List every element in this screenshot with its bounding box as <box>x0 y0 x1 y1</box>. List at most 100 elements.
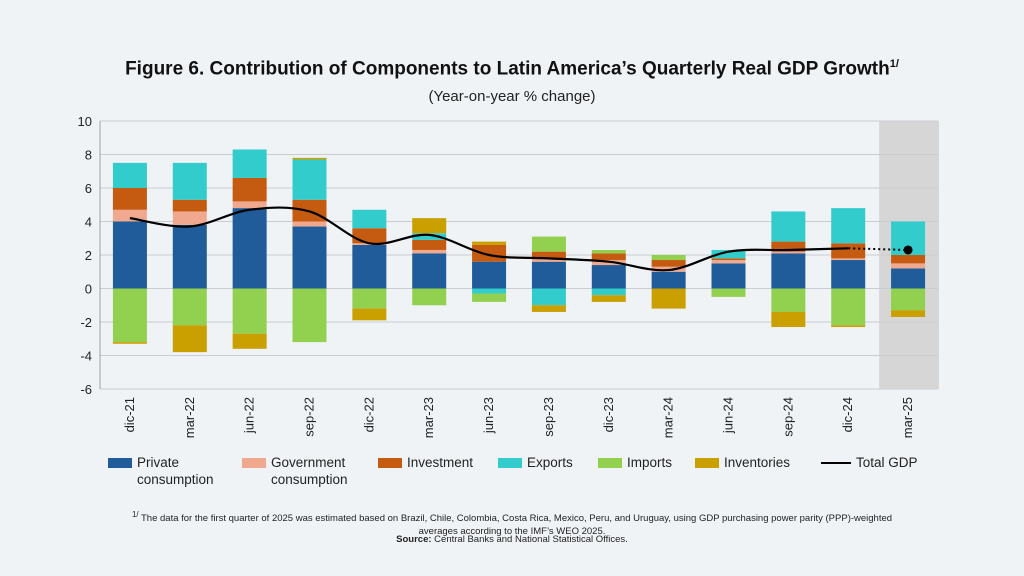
y-tick-label: 4 <box>85 215 92 230</box>
bar-segment <box>292 226 327 289</box>
chart-title: Figure 6. Contribution of Components to … <box>0 58 1024 80</box>
bar-segment <box>831 208 866 244</box>
total-gdp-line <box>129 206 849 272</box>
bar-segment <box>412 288 447 306</box>
bar-segment <box>232 208 267 289</box>
x-tick-label: sep-24 <box>780 397 795 437</box>
y-tick-label: 6 <box>85 181 92 196</box>
legend-label: Inventories <box>724 455 791 470</box>
y-tick-label: 8 <box>85 148 92 163</box>
y-tick-label: 2 <box>85 248 92 263</box>
chart-canvas: 10 8 6 4 2 0 -2 -4 -6 dic-21 mar-22 jun-22 sep-22 dic… <box>78 114 939 438</box>
bar-segment <box>112 342 147 344</box>
legend-swatch <box>695 458 719 468</box>
bar-segment <box>172 211 207 225</box>
legend-item-investment: Investment <box>378 454 473 471</box>
bar-segment <box>112 221 147 289</box>
bar-segment <box>172 199 207 212</box>
y-tick-label: -6 <box>80 382 92 397</box>
legend-label: Private consumption <box>137 455 214 487</box>
bar-segment <box>352 288 387 309</box>
x-tick-label: sep-23 <box>541 397 556 437</box>
footnote-line-1: The data for the first quarter of 2025 w… <box>141 513 893 525</box>
bar-segment <box>771 211 806 242</box>
bar-segment <box>472 293 507 302</box>
bar-segment <box>531 305 566 312</box>
chart-subtitle: (Year-on-year % change) <box>428 88 596 105</box>
legend-item-government-consumption: Government consumption <box>242 454 348 488</box>
bar-segment <box>591 253 626 261</box>
x-tick-label: mar-23 <box>421 397 436 438</box>
bar-segment <box>651 288 686 309</box>
bar-segment <box>771 251 806 254</box>
bar-segment <box>651 260 686 267</box>
chart-title-text: Figure 6. Contribution of Components to … <box>125 58 890 80</box>
bar-segment <box>711 249 746 259</box>
bar-segment <box>711 258 746 261</box>
legend-label: Total GDP <box>856 455 918 470</box>
bar-segment <box>711 288 746 297</box>
legend-swatch <box>498 458 522 468</box>
x-tick-label: jun-23 <box>481 397 496 434</box>
x-tick-label: mar-24 <box>661 397 676 438</box>
bar-segment <box>651 271 686 289</box>
bar-segment <box>352 228 387 244</box>
bar-segment <box>172 288 207 326</box>
bar-segment <box>292 157 327 160</box>
legend-swatch <box>378 458 402 468</box>
bar-segment <box>531 236 566 252</box>
bar-segment <box>831 243 866 259</box>
bar-segment <box>232 288 267 334</box>
bar-segment <box>531 258 566 262</box>
bar-segment <box>172 325 207 353</box>
bar-segment <box>531 251 566 259</box>
bar-segment <box>831 288 866 326</box>
source-note: Source: Central Banks and National Stati… <box>0 534 1024 545</box>
y-tick-label: -4 <box>80 349 92 364</box>
bar-segment <box>412 253 447 289</box>
bar-segment <box>472 261 507 289</box>
legend-swatch <box>108 458 132 468</box>
legend-label: Imports <box>627 455 673 470</box>
bar-segment <box>711 263 746 289</box>
bar-segment <box>771 288 806 312</box>
bar-segment <box>472 241 507 245</box>
bar-segment <box>891 268 926 289</box>
bar-segment <box>412 249 447 254</box>
y-tick-label: -2 <box>80 315 92 330</box>
bar-segment <box>591 288 626 296</box>
source-label: Source: <box>396 534 432 545</box>
bar-segment <box>172 224 207 289</box>
bar-segment <box>891 255 926 264</box>
y-tick-label: 10 <box>78 114 92 129</box>
bar-segment <box>831 325 866 328</box>
bar-segment <box>591 295 626 302</box>
x-tick-label: jun-24 <box>721 397 736 434</box>
legend-item-private-consumption: Private consumption <box>108 454 214 488</box>
bar-segment <box>412 233 447 240</box>
bar-segment <box>472 244 507 262</box>
bar-segment <box>771 311 806 328</box>
x-tick-label: jun-22 <box>242 397 257 434</box>
bar-segment <box>891 288 926 311</box>
legend-item-total-gdp: Total GDP <box>821 454 918 471</box>
bar-segment <box>891 263 926 269</box>
bar-segment <box>352 308 387 321</box>
bar-segment <box>112 162 147 188</box>
title-footnote-marker: 1/ <box>889 58 899 70</box>
x-tick-label: dic-22 <box>361 397 376 432</box>
bar-segment <box>112 188 147 210</box>
x-tick-label: mar-25 <box>900 397 915 438</box>
bar-segment <box>591 265 626 289</box>
bar-segment <box>531 261 566 289</box>
footnote-marker: 1/ <box>131 510 139 519</box>
bar-segment <box>232 177 267 202</box>
legend-label: Investment <box>407 455 474 470</box>
bar-segment <box>292 159 327 200</box>
legend-label: Exports <box>527 455 573 470</box>
bar-segment <box>172 162 207 200</box>
bar-segment <box>292 288 327 343</box>
legend-swatch <box>598 458 622 468</box>
bar-segment <box>112 209 147 222</box>
total-gdp-estimate-point <box>903 245 913 255</box>
